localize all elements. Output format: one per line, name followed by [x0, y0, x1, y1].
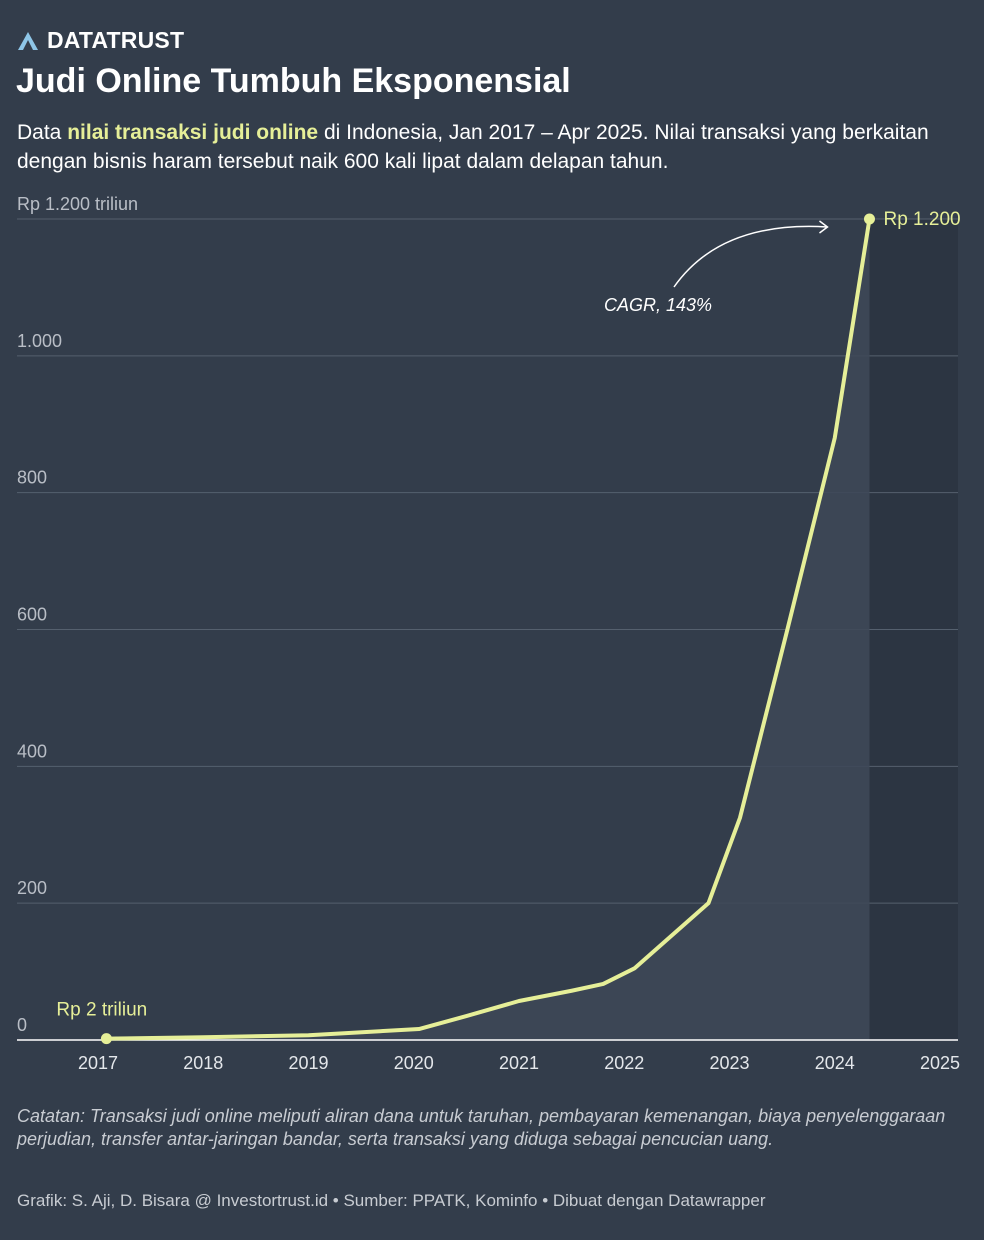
x-tick-label: 2017: [78, 1053, 118, 1073]
subtitle-suffix: di Indonesia, Jan 2017 – Apr 2025. Nilai…: [17, 121, 929, 173]
x-tick-label: 2021: [499, 1053, 539, 1073]
cagr-arrowhead: [819, 220, 829, 234]
chart-footer: Grafik: S. Aji, D. Bisara @ Investortrus…: [17, 1191, 766, 1210]
y-tick-label: 400: [17, 741, 47, 761]
x-tick-label: 2025: [920, 1053, 960, 1073]
subtitle-prefix: Data: [17, 121, 68, 144]
line-chart: 0 200 400 600 800 1.000 Rp 1.200 triliun 2017 20…: [17, 194, 961, 1073]
y-tick-label: 800: [17, 468, 47, 488]
x-tick-label: 2019: [288, 1053, 328, 1073]
cagr-arrow: [673, 225, 828, 288]
cagr-label: CAGR, 143%: [604, 295, 712, 315]
start-point: [100, 1033, 112, 1045]
x-tick-label: 2024: [815, 1053, 855, 1073]
y-tick-label: 200: [17, 878, 47, 898]
brand-name: DATATRUST: [47, 27, 185, 53]
start-value-label: Rp 2 triliun: [56, 1000, 147, 1021]
x-tick-label: 2022: [604, 1053, 644, 1073]
x-tick-label: 2023: [709, 1053, 749, 1073]
triangle-logo-icon: [18, 31, 38, 50]
end-value-label: Rp 1.200: [883, 209, 960, 230]
chart-title: Judi Online Tumbuh Eksponensial: [16, 62, 571, 100]
chart-note: Catatan: Transaksi judi online meliputi …: [17, 1106, 946, 1149]
y-tick-label: Rp 1.200 triliun: [17, 194, 138, 214]
x-tick-label: 2018: [183, 1053, 223, 1073]
chart-subtitle: Data nilai transaksi judi online di Indo…: [17, 118, 967, 176]
end-point: [863, 213, 875, 225]
x-tick-label: 2020: [394, 1053, 434, 1073]
subtitle-highlight: nilai transaksi judi online: [67, 121, 319, 144]
y-tick-label: 1.000: [17, 331, 62, 351]
area-fill: [106, 219, 870, 1040]
y-tick-label: 600: [17, 605, 47, 625]
series-line: [104, 217, 872, 1041]
y-tick-label: 0: [17, 1015, 27, 1035]
brand: DATATRUST: [17, 27, 184, 54]
